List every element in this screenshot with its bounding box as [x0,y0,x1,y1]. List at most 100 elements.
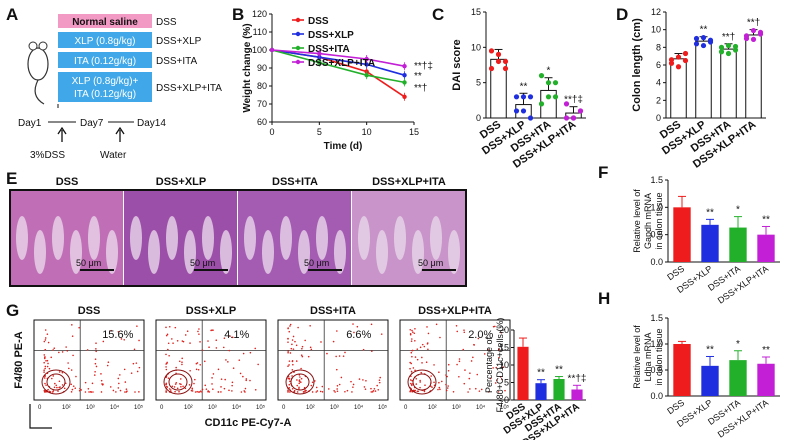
event-dot [174,383,177,385]
significance-label: ** [537,368,545,379]
event-dot [228,389,230,392]
event-dot [68,367,70,370]
event-dot [300,354,303,356]
event-dot [47,362,49,365]
event-dot [165,391,168,393]
significance-label: **† [747,18,760,29]
event-dot [138,366,141,369]
data-point [693,35,700,42]
event-dot [43,371,45,373]
event-dot [55,384,58,387]
histology-title: DSS [56,176,79,188]
y-tick-label: 0.5 [650,230,663,240]
event-dot [362,379,364,381]
y-tick-label: 1.0 [650,339,663,349]
data-point [527,94,534,100]
data-point [725,50,732,57]
crypt-shape [130,216,142,260]
event-dot [504,389,506,392]
event-dot [321,391,324,393]
event-dot [242,352,245,355]
y-tick-label: 20 [499,325,509,335]
event-dot [412,331,414,333]
event-dot [371,350,373,352]
event-dot [179,382,181,385]
event-dot [363,386,366,388]
event-dot [165,334,168,337]
event-dot [304,339,306,342]
event-dot [370,323,373,326]
normal-saline-label: Normal saline [72,17,138,28]
event-dot [415,383,418,385]
event-dot [291,375,293,377]
y-tick-label: 15 [471,7,481,17]
event-dot [44,339,47,341]
bar [673,207,691,262]
data-point [718,49,725,55]
x-tick-label: 0 [160,405,164,411]
event-dot [292,335,295,338]
y-tick-label: 2 [656,95,661,105]
event-dot [120,338,123,340]
event-dot [44,329,47,331]
data-point [269,47,275,53]
event-dot [463,382,466,385]
event-dot [492,325,495,328]
event-dot [495,366,498,369]
x-tick-label: 0 [282,405,286,411]
data-point [700,42,707,49]
y-tick-label: 0 [656,113,661,123]
event-dot [51,391,54,393]
event-dot [201,391,203,393]
significance-label: **†‡ [414,61,433,72]
axis-arrow-icon [29,404,52,429]
data-point [563,101,570,107]
crypt-shape [334,230,346,274]
event-dot [445,383,447,386]
event-dot [197,391,200,393]
data-point [552,94,559,100]
crypt-shape [70,230,82,274]
event-dot [441,380,443,383]
crypt-shape [148,230,160,274]
crypt-shape [412,230,424,274]
category-label: DSS [665,397,686,416]
event-dot [245,378,248,380]
y-axis-label: Ldha mRNA [643,332,653,381]
event-dot [456,363,458,366]
data-point [570,115,577,121]
event-dot [84,391,87,393]
significance-label: ** [520,81,528,92]
event-dot [228,349,231,352]
event-dot [410,370,413,373]
series-line-2 [271,49,405,84]
event-dot [136,370,139,373]
event-dot [244,387,247,390]
event-dot [342,355,345,357]
event-dot [199,363,202,366]
event-dot [130,372,133,374]
flow-title: DSS [78,305,101,317]
data-point [552,80,559,86]
y-axis-label: Relative level of [632,325,642,389]
event-dot [291,343,293,346]
flow-title: DSS+ITA [310,305,356,317]
event-dot [165,366,167,368]
event-dot [210,329,212,332]
series-line-3 [271,49,405,67]
event-dot [94,362,97,365]
x-tick-label: 10 [362,127,372,137]
contour [163,369,193,395]
data-point [520,108,527,114]
event-dot [70,369,73,371]
event-dot [311,381,314,384]
event-dot [95,365,98,368]
timeline-day1: Day1 [18,118,42,129]
data-point [538,73,545,79]
event-dot [211,383,213,385]
event-dot [79,387,81,390]
event-dot [93,374,96,376]
event-dot [469,372,471,374]
bar [745,34,762,119]
data-point [707,37,714,43]
